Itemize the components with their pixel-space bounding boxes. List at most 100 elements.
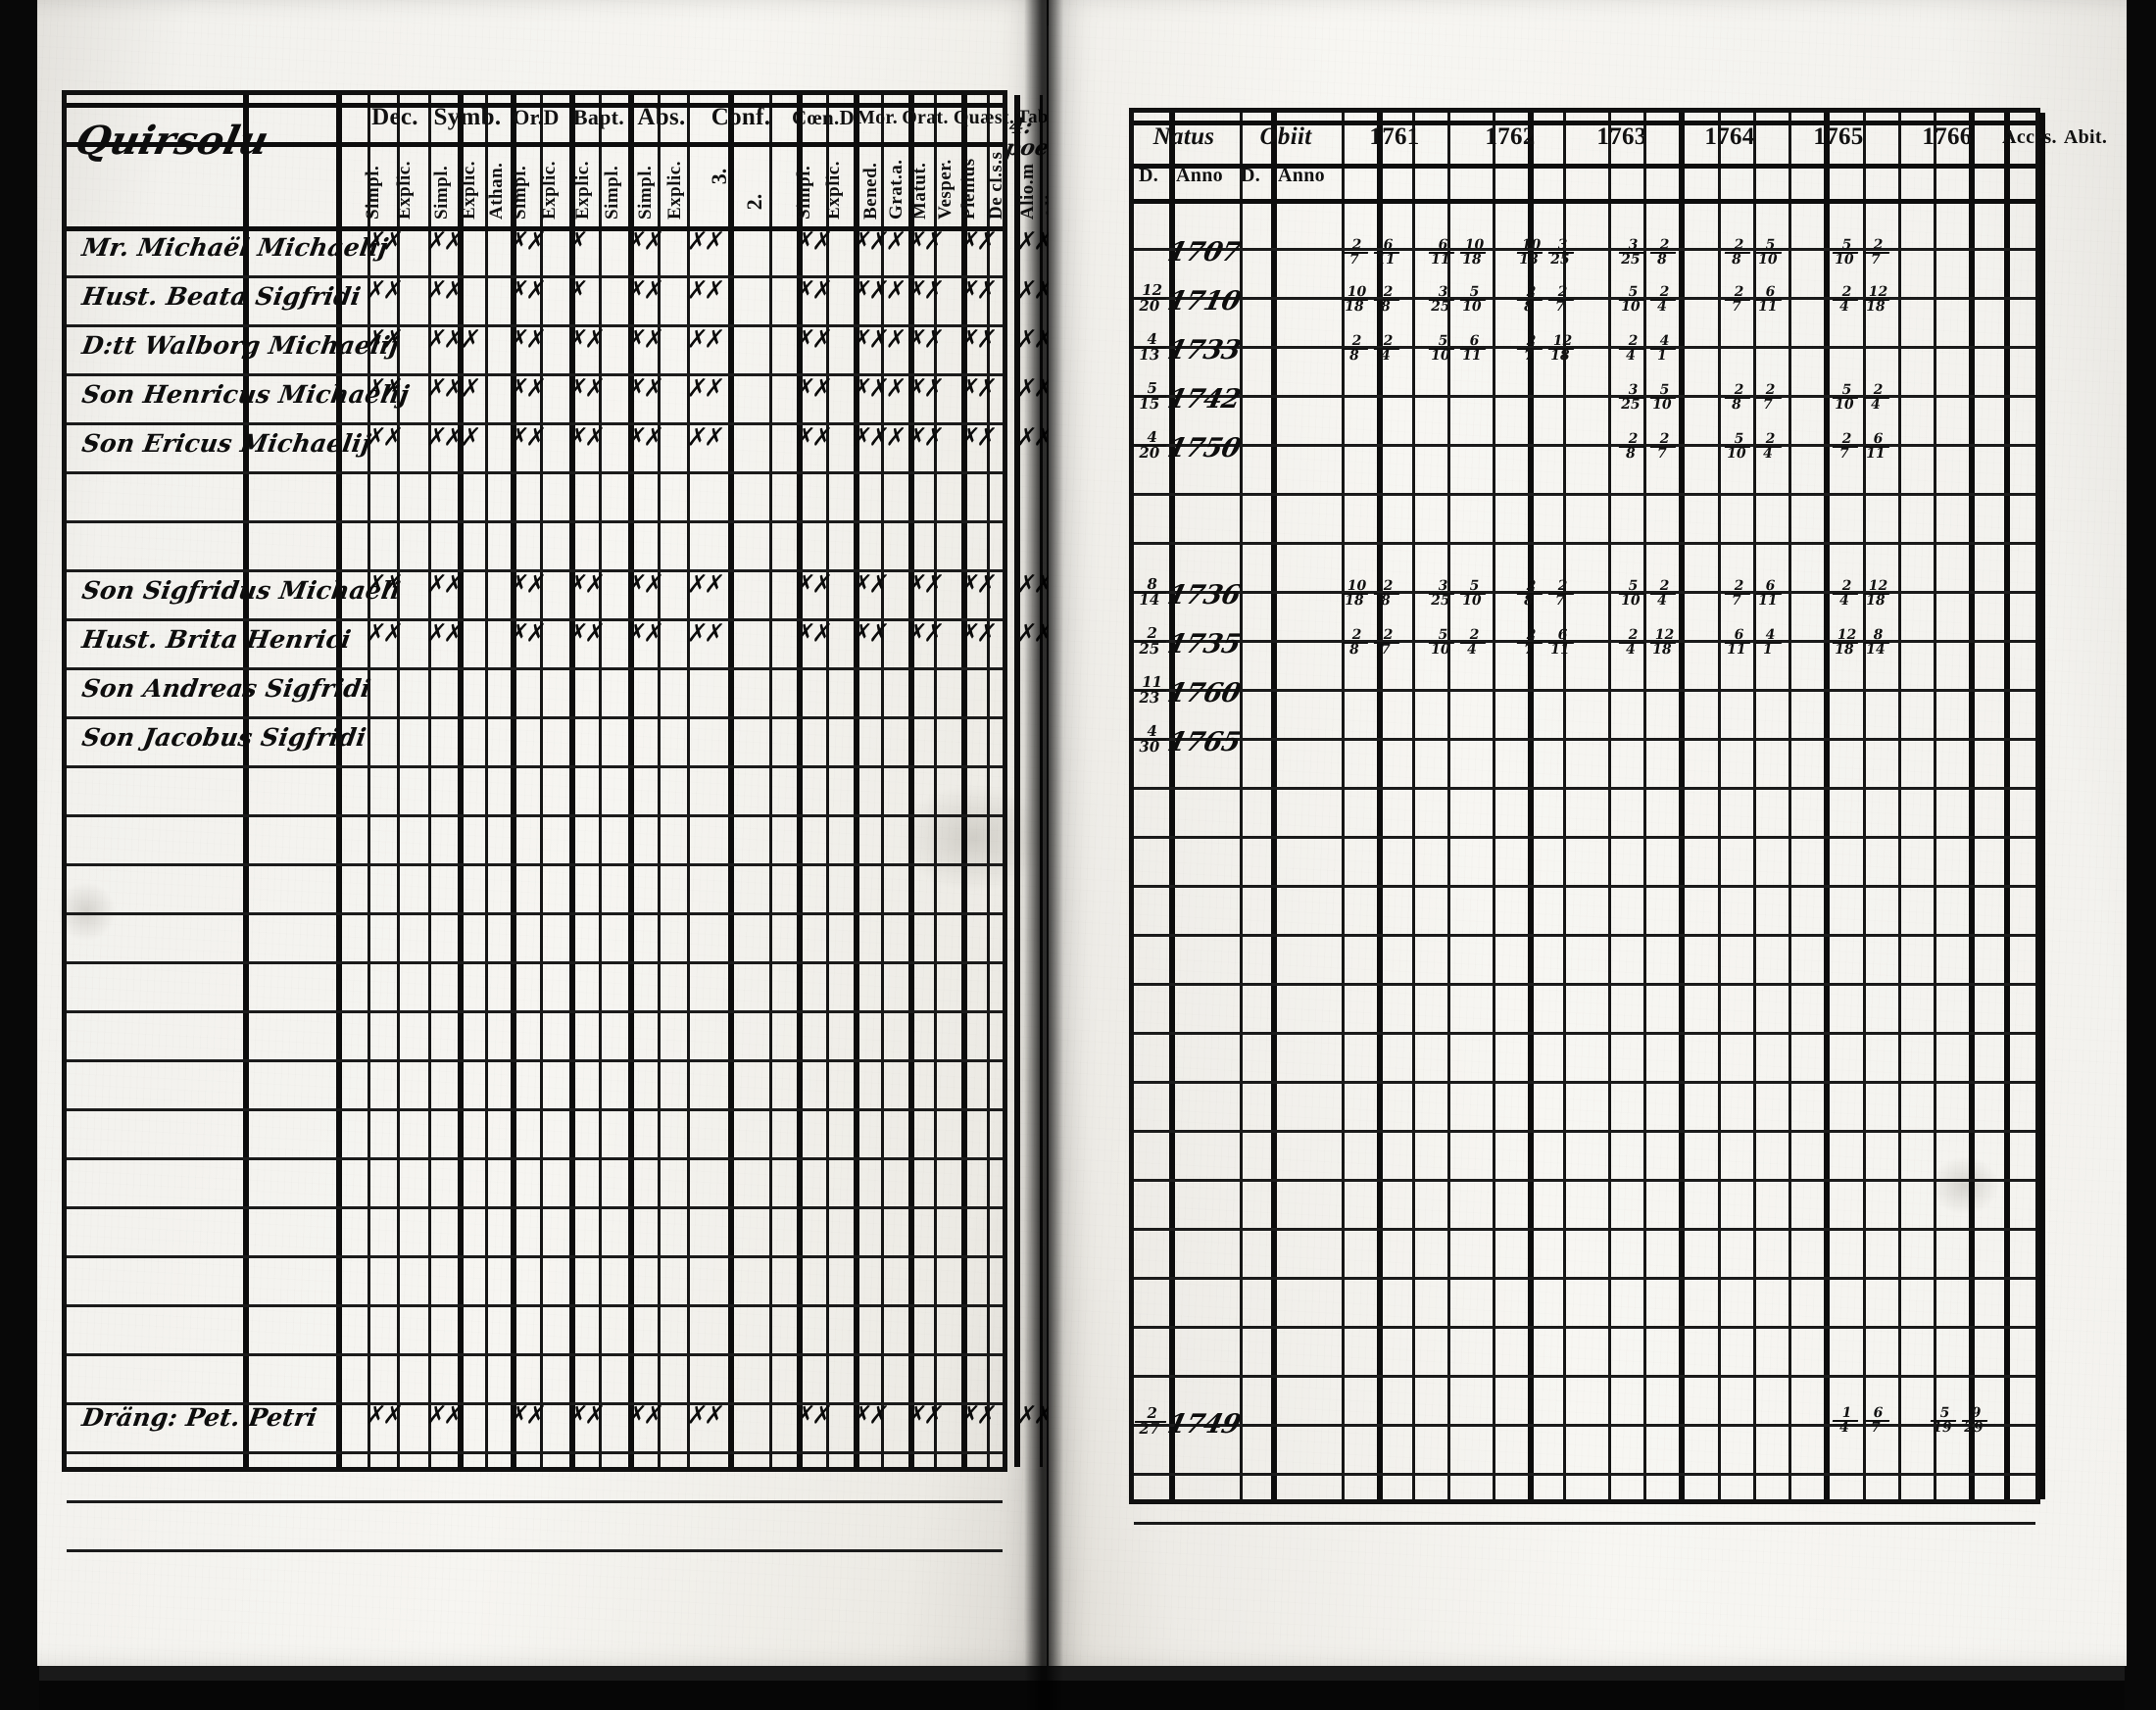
row-rule: [67, 1500, 1003, 1503]
exam-year-entry: 6 11: [1458, 333, 1489, 364]
row-rule: [67, 1010, 1003, 1013]
attendance-mark: ✗✗✗: [850, 227, 906, 257]
subheader-abs-simpl: Simpl.: [635, 165, 656, 220]
attendance-mark: ✗✗: [850, 619, 889, 649]
exam-year-entry: 5 19: [1929, 1405, 1959, 1436]
subheader-natus-d: D.: [1138, 164, 1159, 186]
column-rule: [1679, 113, 1685, 1499]
natus-year: 1735: [1164, 629, 1244, 660]
column-rule: [1240, 113, 1243, 1499]
row-rule: [1134, 1424, 2035, 1427]
attendance-mark: ✗✗✗: [850, 276, 906, 306]
attendance-mark: ✗✗✗: [424, 423, 480, 453]
subheader-orat-matut: Matut.: [909, 162, 930, 220]
row-rule: [67, 863, 1003, 866]
exam-year-entry: 6 11: [1754, 284, 1785, 315]
column-rule: [458, 95, 464, 1467]
exam-year-entry: 8 14: [1862, 627, 1892, 658]
attendance-mark: ✗✗: [507, 276, 546, 306]
column-rule: [934, 95, 937, 1467]
row-rule: [1134, 1277, 2035, 1280]
attendance-mark: ✗✗: [957, 570, 997, 600]
attendance-mark: ✗✗: [565, 570, 605, 600]
column-rule: [1863, 113, 1866, 1499]
exam-year-entry: 6 11: [1862, 431, 1892, 462]
attendance-mark: ✗✗: [364, 276, 403, 306]
column-rule: [1447, 113, 1450, 1499]
subheader-bapt-explic: Explic.: [572, 161, 593, 220]
attendance-mark: ✗✗: [364, 227, 403, 257]
bottom-person-label: Dräng: Pet. Petri: [79, 1403, 319, 1432]
attendance-mark: ✗✗: [905, 276, 944, 306]
subheader-ord-simpl: Simpl.: [510, 165, 530, 220]
person-row-label: Son Andreas Sigfridi: [79, 674, 373, 703]
natus-day: 5 15: [1132, 379, 1169, 413]
subheader-symb-explic: Explic.: [459, 161, 479, 220]
exam-year-entry: 12 18: [1862, 284, 1892, 315]
col-header-bapt: Bapt.: [572, 105, 625, 129]
row-rule: [67, 226, 1003, 231]
row-rule: [67, 814, 1003, 817]
exam-year-entry: 5 10: [1458, 284, 1489, 315]
attendance-mark: ✗✗: [957, 423, 997, 453]
exam-year-entry: 6 11: [1546, 627, 1577, 658]
paper-stain: [900, 784, 1047, 892]
row-rule: [67, 716, 1003, 719]
column-rule: [854, 95, 859, 1467]
col-header-abit: Abit.: [2063, 125, 2108, 148]
row-rule: [67, 1059, 1003, 1062]
exam-year-entry: 3 25: [1546, 237, 1577, 268]
column-rule: [826, 95, 829, 1467]
attendance-mark: ✗✗: [793, 1401, 832, 1431]
column-rule: [1788, 113, 1791, 1499]
column-rule: [540, 95, 543, 1467]
row-rule: [67, 1353, 1003, 1356]
attendance-mark: ✗✗: [793, 325, 832, 355]
exam-year-entry: 6 11: [1723, 627, 1753, 658]
natus-year: 1742: [1164, 384, 1244, 415]
natus-year: 1765: [1164, 727, 1244, 757]
row-rule: [1134, 934, 2035, 937]
bottom-natus-day: 2 27: [1132, 1404, 1169, 1438]
attendance-mark: ✗✗: [905, 619, 944, 649]
exam-year-entry: 5 10: [1831, 237, 1861, 268]
row-rule: [67, 471, 1003, 474]
exam-year-entry: 12 18: [1862, 578, 1892, 609]
attendance-mark: ✗✗: [507, 570, 546, 600]
row-rule: [67, 1206, 1003, 1209]
row-rule: [67, 912, 1003, 915]
attendance-mark: ✗✗: [957, 325, 997, 355]
column-rule: [1934, 113, 1936, 1499]
row-rule: [1134, 1130, 2035, 1133]
column-rule: [485, 95, 488, 1467]
attendance-mark: ✗✗: [424, 570, 464, 600]
column-rule: [1718, 113, 1721, 1499]
attendance-mark: ✗✗: [624, 325, 663, 355]
col-header-1764: 1764: [1704, 123, 1755, 150]
subheader-coend-simpl: Simpl.: [794, 165, 814, 220]
row-rule: [67, 103, 1003, 108]
row-rule: [1134, 1032, 2035, 1035]
row-rule: [67, 1304, 1003, 1307]
attendance-mark: ✗✗: [507, 423, 546, 453]
natus-day: 8 14: [1132, 575, 1169, 609]
attendance-mark: ✗✗: [424, 1401, 464, 1431]
attendance-mark: ✗✗: [424, 227, 464, 257]
subheader-ord-explic: Explic.: [539, 161, 560, 220]
attendance-mark: ✗✗: [424, 276, 464, 306]
attendance-mark: ✗✗✗: [850, 374, 906, 404]
exam-year-entry: 5 10: [1648, 382, 1679, 413]
subheader-quaest-decl: De cl.s.s: [986, 151, 1006, 220]
column-rule: [1377, 113, 1383, 1499]
attendance-mark: ✗✗: [565, 619, 605, 649]
